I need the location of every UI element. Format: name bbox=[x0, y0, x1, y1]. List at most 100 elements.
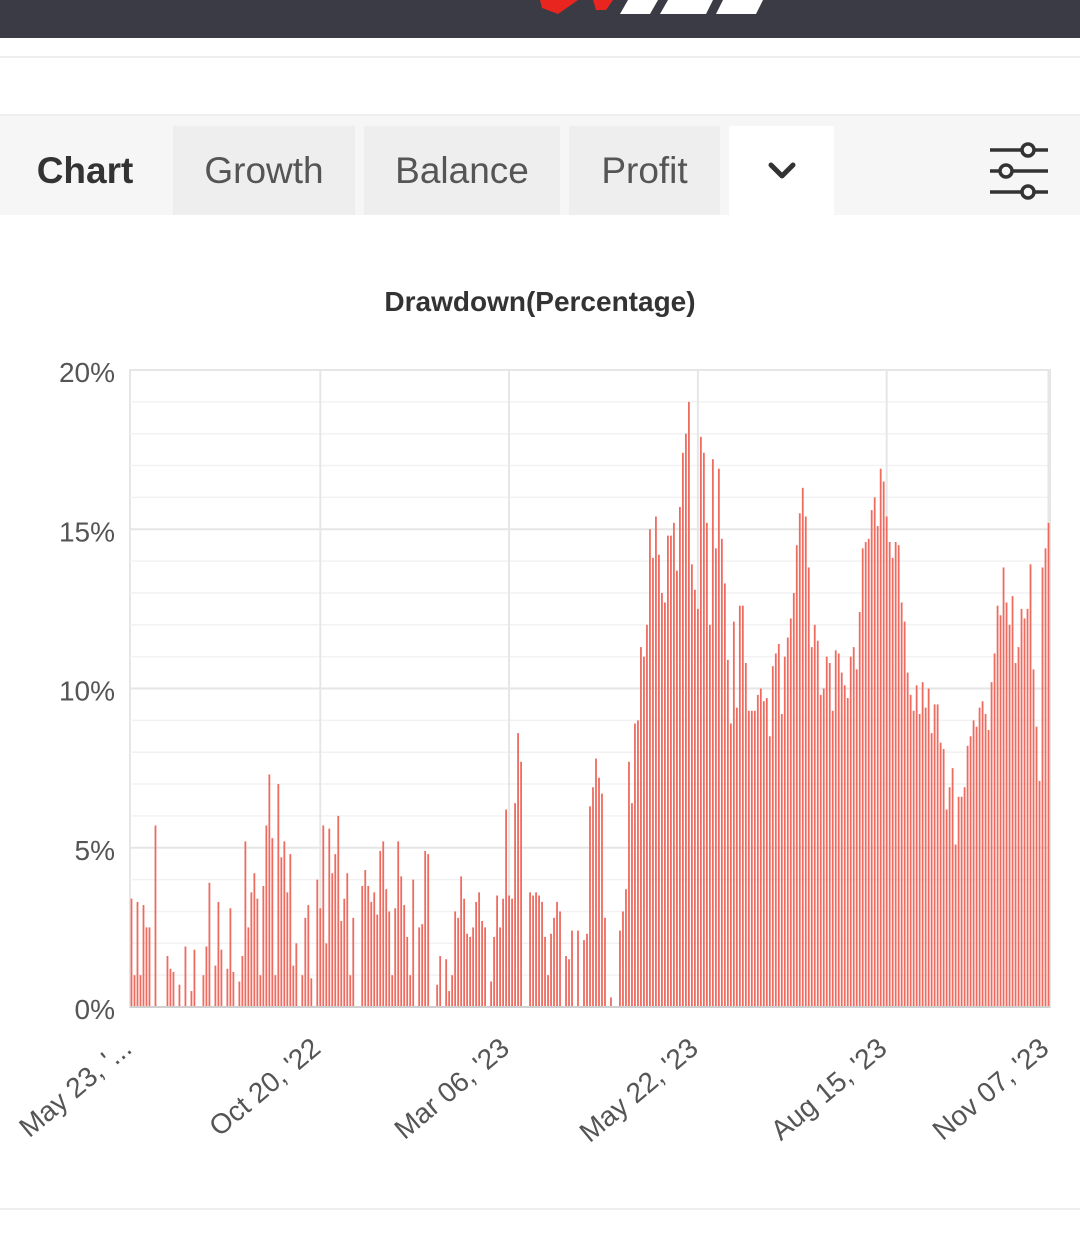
bar[interactable] bbox=[301, 975, 304, 1007]
bar[interactable] bbox=[972, 720, 975, 1007]
bar[interactable] bbox=[214, 965, 217, 1007]
bar[interactable] bbox=[969, 736, 972, 1007]
bar[interactable] bbox=[451, 975, 454, 1007]
bar[interactable] bbox=[289, 854, 292, 1007]
bar[interactable] bbox=[568, 959, 570, 1007]
bar[interactable] bbox=[921, 682, 924, 1007]
bar[interactable] bbox=[990, 682, 993, 1007]
bar[interactable] bbox=[148, 927, 151, 1007]
bar[interactable] bbox=[361, 885, 364, 1007]
bar[interactable] bbox=[604, 917, 606, 1007]
bar[interactable] bbox=[690, 564, 693, 1007]
bar[interactable] bbox=[1023, 618, 1026, 1007]
bar[interactable] bbox=[1014, 663, 1017, 1007]
bar[interactable] bbox=[427, 854, 430, 1007]
bar[interactable] bbox=[394, 908, 397, 1007]
bar[interactable] bbox=[792, 592, 795, 1007]
bar[interactable] bbox=[319, 908, 322, 1007]
bar[interactable] bbox=[951, 768, 954, 1007]
bar[interactable] bbox=[948, 787, 951, 1007]
bar[interactable] bbox=[870, 510, 873, 1007]
bar[interactable] bbox=[915, 685, 918, 1007]
bar[interactable] bbox=[909, 694, 912, 1007]
bar[interactable] bbox=[577, 930, 579, 1007]
bar[interactable] bbox=[687, 401, 690, 1008]
bar[interactable] bbox=[520, 761, 522, 1007]
bar[interactable] bbox=[265, 825, 268, 1007]
bar[interactable] bbox=[547, 975, 549, 1007]
bar[interactable] bbox=[873, 497, 876, 1007]
bar[interactable] bbox=[1041, 567, 1044, 1007]
bar[interactable] bbox=[481, 921, 484, 1007]
bar[interactable] bbox=[556, 901, 558, 1007]
bar[interactable] bbox=[978, 707, 981, 1007]
bar[interactable] bbox=[771, 666, 774, 1007]
bar[interactable] bbox=[238, 981, 241, 1007]
bar[interactable] bbox=[834, 650, 837, 1007]
bar[interactable] bbox=[673, 522, 675, 1007]
bar[interactable] bbox=[1032, 669, 1035, 1007]
bar[interactable] bbox=[352, 917, 355, 1007]
bar[interactable] bbox=[1035, 726, 1038, 1007]
bar[interactable] bbox=[436, 984, 439, 1007]
bar[interactable] bbox=[559, 911, 561, 1007]
bar[interactable] bbox=[753, 710, 756, 1007]
bar[interactable] bbox=[876, 526, 879, 1007]
bar[interactable] bbox=[589, 806, 591, 1007]
bar[interactable] bbox=[412, 879, 415, 1007]
bar[interactable] bbox=[840, 672, 843, 1007]
bar[interactable] bbox=[421, 924, 424, 1007]
bar[interactable] bbox=[747, 710, 750, 1007]
bar[interactable] bbox=[217, 901, 220, 1007]
bar[interactable] bbox=[987, 729, 990, 1007]
bar[interactable] bbox=[640, 647, 642, 1007]
bar[interactable] bbox=[502, 898, 504, 1007]
bar[interactable] bbox=[274, 975, 277, 1007]
bar[interactable] bbox=[924, 707, 927, 1007]
bar[interactable] bbox=[664, 602, 666, 1007]
bar[interactable] bbox=[517, 733, 519, 1007]
bar[interactable] bbox=[460, 876, 463, 1007]
bar[interactable] bbox=[864, 541, 867, 1007]
bar[interactable] bbox=[268, 774, 271, 1007]
bar[interactable] bbox=[259, 975, 262, 1007]
bar[interactable] bbox=[586, 933, 588, 1007]
bar[interactable] bbox=[271, 838, 274, 1007]
bar[interactable] bbox=[903, 621, 906, 1007]
bar[interactable] bbox=[679, 506, 681, 1007]
bar[interactable] bbox=[744, 663, 747, 1007]
bar[interactable] bbox=[595, 758, 597, 1007]
bar[interactable] bbox=[376, 914, 379, 1007]
bar[interactable] bbox=[765, 698, 768, 1007]
bar[interactable] bbox=[936, 704, 939, 1007]
bar[interactable] bbox=[807, 567, 810, 1007]
bar[interactable] bbox=[993, 653, 996, 1007]
bar[interactable] bbox=[720, 538, 723, 1007]
bar[interactable] bbox=[1038, 780, 1041, 1007]
bar[interactable] bbox=[418, 927, 421, 1007]
bar[interactable] bbox=[1047, 522, 1050, 1007]
bar[interactable] bbox=[262, 885, 265, 1007]
more-tabs-button[interactable] bbox=[729, 126, 834, 215]
bar[interactable] bbox=[837, 653, 840, 1007]
bar[interactable] bbox=[643, 656, 645, 1007]
bar[interactable] bbox=[466, 933, 469, 1007]
bar[interactable] bbox=[373, 892, 376, 1007]
bar[interactable] bbox=[670, 535, 672, 1007]
bar[interactable] bbox=[786, 637, 789, 1007]
bar[interactable] bbox=[888, 541, 891, 1007]
bar[interactable] bbox=[601, 793, 603, 1007]
bar[interactable] bbox=[328, 828, 331, 1007]
bar[interactable] bbox=[166, 956, 169, 1007]
bar[interactable] bbox=[529, 892, 531, 1007]
bar[interactable] bbox=[619, 930, 621, 1007]
bar[interactable] bbox=[798, 513, 801, 1007]
bar[interactable] bbox=[409, 975, 412, 1007]
bar[interactable] bbox=[738, 605, 741, 1007]
bar[interactable] bbox=[472, 927, 475, 1007]
bar[interactable] bbox=[819, 694, 822, 1007]
bar[interactable] bbox=[912, 710, 915, 1007]
bar[interactable] bbox=[253, 873, 256, 1007]
bar[interactable] bbox=[337, 815, 340, 1007]
bar[interactable] bbox=[816, 640, 819, 1007]
